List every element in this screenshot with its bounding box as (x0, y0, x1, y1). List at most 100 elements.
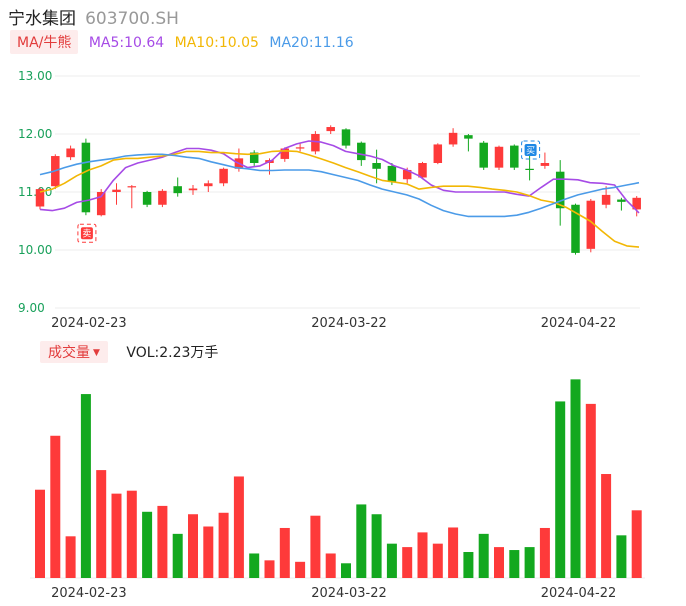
volume-bar[interactable] (555, 401, 566, 578)
volume-bar[interactable] (295, 561, 306, 578)
volume-bar[interactable] (432, 543, 443, 578)
ma5-legend: MA5:10.64 (88, 35, 165, 51)
volume-bar[interactable] (601, 474, 612, 578)
candle-body[interactable] (127, 186, 137, 188)
price-x-tick-labels: 2024-02-23 2024-03-22 2024-04-22 (51, 316, 616, 331)
x-tick-date: 2024-03-22 (311, 586, 387, 601)
ma10-legend: MA10:10.05 (174, 35, 259, 51)
x-tick-date: 2024-03-22 (311, 316, 387, 331)
volume-bar[interactable] (539, 527, 550, 578)
volume-bar[interactable] (111, 493, 122, 578)
candle-body[interactable] (402, 169, 412, 180)
candle-body[interactable] (372, 163, 381, 169)
candle-body[interactable] (66, 148, 75, 158)
candle-body[interactable] (311, 134, 320, 152)
volume-bar[interactable] (35, 489, 45, 578)
price-y-tick: 12.00 (18, 127, 52, 141)
candle-body[interactable] (295, 147, 305, 149)
candle-body[interactable] (188, 188, 198, 191)
candle-body[interactable] (418, 163, 427, 178)
buy-marker-icon[interactable]: 买 (521, 140, 541, 160)
volume-bar[interactable] (585, 403, 596, 578)
volume-bar[interactable] (233, 476, 244, 578)
volume-bar[interactable] (264, 560, 275, 578)
candle-body[interactable] (555, 171, 565, 209)
volume-bar[interactable] (402, 547, 413, 578)
volume-bar[interactable] (50, 435, 61, 578)
volume-bar[interactable] (142, 511, 153, 578)
volume-bar[interactable] (386, 543, 397, 578)
volume-bar[interactable] (218, 512, 229, 578)
volume-bar[interactable] (478, 533, 489, 578)
stock-code: 603700.SH (85, 9, 179, 29)
candle-body[interactable] (540, 163, 550, 166)
ma20-legend: MA20:11.16 (269, 35, 354, 51)
candle-body[interactable] (433, 144, 443, 163)
candle-body[interactable] (510, 145, 519, 168)
candle-body[interactable] (632, 197, 641, 210)
volume-bar[interactable] (172, 533, 183, 578)
candle-body[interactable] (35, 189, 45, 207)
candle-body[interactable] (448, 132, 458, 145)
candle-body[interactable] (357, 142, 366, 161)
candle-body[interactable] (479, 142, 488, 168)
trade-markers: 卖买 (77, 140, 541, 243)
candle-body[interactable] (204, 183, 213, 187)
candle-body[interactable] (81, 142, 91, 213)
volume-bar[interactable] (126, 490, 137, 578)
candle-body[interactable] (586, 200, 596, 249)
volume-bar[interactable] (371, 514, 382, 578)
candle-body[interactable] (617, 199, 626, 202)
candle-body[interactable] (601, 194, 611, 205)
volume-bar[interactable] (65, 536, 76, 578)
volume-bar[interactable] (310, 515, 321, 578)
stock-header: 宁水集团 603700.SH (8, 4, 179, 29)
volume-bar[interactable] (157, 505, 168, 578)
volume-bar[interactable] (325, 553, 336, 578)
volume-bar[interactable] (631, 510, 642, 578)
candle-body[interactable] (464, 135, 473, 139)
candle-body[interactable] (341, 129, 351, 146)
volume-bar[interactable] (279, 527, 290, 578)
volume-header: 成交量 ▼ VOL:2.23万手 (40, 341, 218, 363)
volume-bar[interactable] (463, 552, 474, 578)
ma-line-ma20 (39, 153, 640, 218)
volume-bar[interactable] (417, 532, 428, 578)
volume-bar[interactable] (188, 514, 198, 578)
volume-bar[interactable] (341, 563, 351, 578)
volume-bar[interactable] (509, 550, 520, 578)
candle-body[interactable] (326, 127, 335, 132)
volume-bar[interactable] (80, 394, 91, 578)
volume-bar[interactable] (356, 504, 367, 578)
volume-bar[interactable] (524, 547, 535, 578)
candle-body[interactable] (387, 165, 397, 182)
volume-bar[interactable] (96, 470, 107, 578)
volume-bar[interactable] (616, 535, 627, 578)
price-gridlines (55, 75, 640, 309)
candle-body[interactable] (249, 152, 259, 163)
candle-body[interactable] (525, 168, 534, 170)
volume-bar[interactable] (494, 547, 504, 578)
volume-toggle-button[interactable]: 成交量 ▼ (40, 341, 108, 363)
volume-bar[interactable] (570, 379, 581, 578)
candle-body[interactable] (280, 148, 290, 159)
ma-line-ma10 (39, 150, 640, 248)
candle-body[interactable] (112, 189, 121, 192)
price-y-tick: 10.00 (18, 243, 52, 257)
ma-toggle-button[interactable]: MA/牛熊 (10, 30, 79, 54)
volume-bar[interactable] (203, 526, 214, 579)
volume-toggle-label: 成交量 (48, 345, 90, 361)
candle-body[interactable] (142, 192, 152, 205)
x-tick-date: 2024-04-22 (541, 316, 617, 331)
candle-body[interactable] (96, 192, 106, 216)
sell-marker-icon[interactable]: 卖 (77, 223, 97, 243)
volume-bar[interactable] (448, 527, 459, 578)
volume-bar[interactable] (249, 553, 260, 578)
candle-body[interactable] (173, 186, 182, 194)
volume-x-tick-labels: 2024-02-23 2024-03-22 2024-04-22 (51, 586, 616, 601)
candle-body[interactable] (571, 204, 580, 253)
candle-body[interactable] (219, 168, 228, 184)
candle-body[interactable] (158, 190, 167, 205)
candle-body[interactable] (494, 146, 504, 168)
